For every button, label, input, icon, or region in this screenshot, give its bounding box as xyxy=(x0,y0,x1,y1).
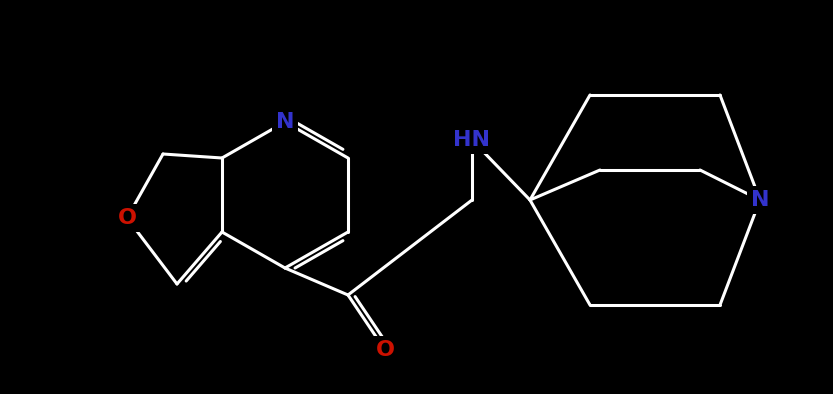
Text: N: N xyxy=(751,190,769,210)
Text: O: O xyxy=(376,340,395,360)
Text: O: O xyxy=(117,208,137,228)
Text: HN: HN xyxy=(453,130,491,150)
Text: N: N xyxy=(276,112,294,132)
